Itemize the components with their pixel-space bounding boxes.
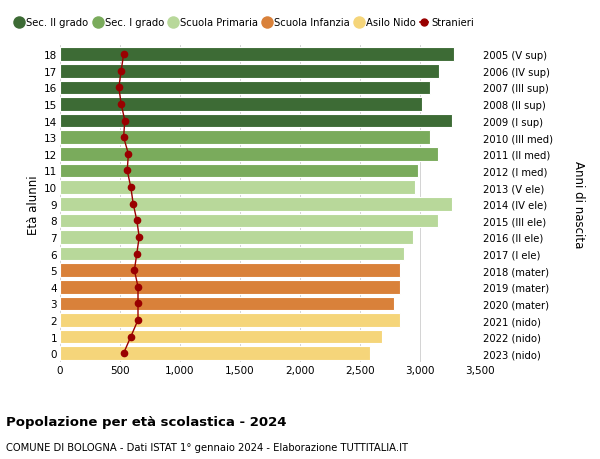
Bar: [60, 98, 422, 112]
Bar: [60, 214, 438, 228]
Bar: [60, 230, 413, 244]
Bar: [60, 347, 370, 360]
Legend: Sec. II grado, Sec. I grado, Scuola Primaria, Scuola Infanzia, Asilo Nido, Stran: Sec. II grado, Sec. I grado, Scuola Prim…: [11, 15, 478, 33]
Text: COMUNE DI BOLOGNA - Dati ISTAT 1° gennaio 2024 - Elaborazione TUTTITALIA.IT: COMUNE DI BOLOGNA - Dati ISTAT 1° gennai…: [6, 442, 408, 452]
Bar: [60, 280, 400, 294]
Bar: [60, 164, 418, 178]
Bar: [60, 148, 438, 161]
Bar: [60, 313, 400, 327]
Bar: [60, 297, 394, 311]
Bar: [60, 264, 400, 277]
Bar: [60, 65, 439, 78]
Bar: [60, 81, 430, 95]
Y-axis label: Anni di nascita: Anni di nascita: [572, 161, 585, 248]
Bar: [60, 197, 452, 211]
Text: Popolazione per età scolastica - 2024: Popolazione per età scolastica - 2024: [6, 415, 287, 428]
Bar: [60, 131, 430, 145]
Bar: [60, 48, 454, 62]
Bar: [60, 330, 382, 344]
Bar: [60, 247, 404, 261]
Bar: [60, 115, 452, 128]
Bar: [60, 181, 415, 195]
Y-axis label: Età alunni: Età alunni: [27, 174, 40, 234]
